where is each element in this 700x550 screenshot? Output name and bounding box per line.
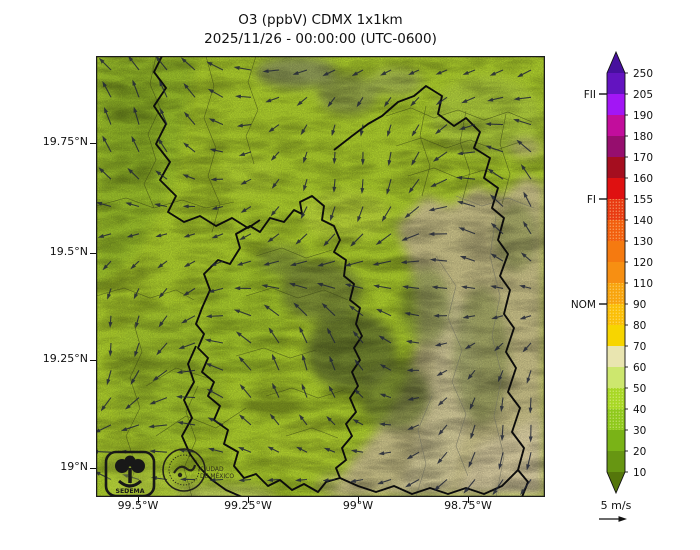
colorbar-under-arrow: [607, 472, 625, 493]
colorbar-tick-label: 180: [633, 131, 653, 143]
figure: O3 (ppbV) CDMX 1x1km 2025/11/26 - 00:00:…: [0, 0, 700, 550]
colorbar-tick-label: 160: [633, 173, 653, 185]
colorbar-tick-label: 120: [633, 257, 653, 269]
wind-scale-label: 5 m/s: [587, 499, 645, 512]
colorbar-tick-label: 60: [633, 362, 646, 374]
wind-scale-arrow: [599, 516, 627, 522]
plot-subtitle: 2025/11/26 - 00:00:00 (UTC-0600): [96, 31, 545, 47]
city-label-line2: DE MÉXICO: [200, 472, 234, 480]
colorbar-tick-label: 250: [633, 68, 653, 80]
colorbar-tick-label: 155: [633, 194, 653, 206]
lat-tick-label: 19.5°N: [14, 245, 88, 258]
colorbar-tick-label: 140: [633, 215, 653, 227]
colorbar-tick-label: 110: [633, 278, 653, 290]
lon-tick-mark: [358, 497, 359, 503]
lat-tick-label: 19°N: [14, 460, 88, 473]
city-label-line1: CIUDAD: [200, 466, 224, 473]
lon-tick-mark: [468, 497, 469, 503]
colorbar-tick-label: 205: [633, 89, 653, 101]
colorbar-tick-label: 90: [633, 299, 646, 311]
threshold-label-fii: FII: [584, 89, 596, 101]
sedema-logo: SEDEMA: [106, 452, 154, 496]
colorbar-tick-label: 40: [633, 404, 646, 416]
lat-tick-label: 19.75°N: [14, 135, 88, 148]
colorbar: 10 20 30 40 50 60 70 80 90 110 120 130 140 155 160 170 1…: [571, 52, 653, 493]
colorbar-tick-label: 50: [633, 383, 646, 395]
colorbar-tick-label: 130: [633, 236, 653, 248]
colorbar-tick-label: 170: [633, 152, 653, 164]
lat-tick-mark: [90, 143, 96, 144]
lat-tick-mark: [90, 360, 96, 361]
colorbar-tick-label: 30: [633, 425, 646, 437]
colorbar-tick-label: 20: [633, 446, 646, 458]
colorbar-tick-label: 70: [633, 341, 646, 353]
colorbar-tick-label: 80: [633, 320, 646, 332]
lat-tick-mark: [90, 468, 96, 469]
map-canvas: SEDEMA CIUDAD DE MÉXICO: [96, 56, 545, 497]
threshold-label-fi: FI: [587, 194, 596, 206]
colorbar-tick-label: 190: [633, 110, 653, 122]
lon-tick-mark: [248, 497, 249, 503]
lat-tick-mark: [90, 253, 96, 254]
lon-tick-mark: [138, 497, 139, 503]
plot-title: O3 (ppbV) CDMX 1x1km: [96, 12, 545, 28]
threshold-label-nom: NOM: [571, 299, 596, 311]
lat-tick-label: 19.25°N: [14, 352, 88, 365]
colorbar-over-arrow: [607, 52, 625, 73]
colorbar-tick-label: 10: [633, 467, 646, 479]
sedema-logo-label: SEDEMA: [116, 488, 145, 495]
